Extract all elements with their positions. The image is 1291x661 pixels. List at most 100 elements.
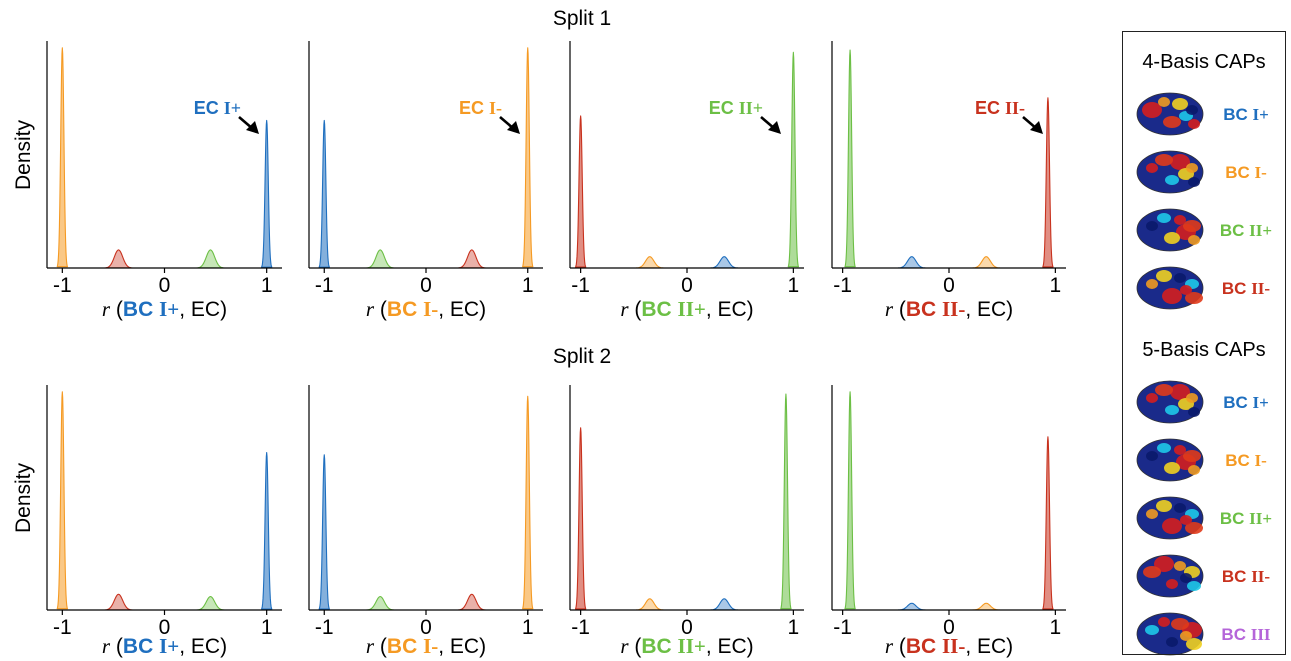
x-tick-label: -1 bbox=[315, 274, 334, 297]
x-axis-label-r: r bbox=[366, 634, 375, 658]
x-axis-label-r: r bbox=[102, 634, 111, 658]
x-axis-label-open: ( bbox=[893, 298, 906, 321]
brain-region bbox=[1142, 102, 1162, 118]
x-tick-label: 0 bbox=[420, 616, 432, 639]
annotation-label: EC I+ bbox=[194, 98, 241, 118]
x-axis-label-r: r bbox=[366, 297, 375, 321]
density-curve bbox=[522, 47, 534, 268]
brain-region bbox=[1158, 617, 1170, 627]
x-tick-label: -1 bbox=[571, 274, 590, 297]
chart-panel: -1 0 1 r (BC I-, EC) bbox=[308, 385, 543, 658]
density-curve bbox=[635, 598, 664, 611]
legend-item-num: II+ bbox=[1249, 221, 1272, 240]
x-tick-label: 1 bbox=[1050, 274, 1062, 297]
brain-region bbox=[1170, 384, 1190, 400]
brain-region bbox=[1146, 279, 1158, 289]
x-axis-label-close: , EC) bbox=[706, 635, 754, 658]
x-tick-label: -1 bbox=[833, 274, 852, 297]
brain-region bbox=[1143, 566, 1161, 578]
x-axis-label-open: ( bbox=[629, 298, 642, 321]
x-tick-label: 1 bbox=[522, 274, 534, 297]
brain-region bbox=[1180, 631, 1192, 641]
brain-region bbox=[1162, 288, 1182, 304]
brain-region bbox=[1146, 451, 1158, 461]
split-title: Split 2 bbox=[553, 345, 611, 368]
brain-outline bbox=[1136, 208, 1204, 252]
x-axis-label-close: , EC) bbox=[438, 298, 486, 321]
brain-outline bbox=[1136, 554, 1204, 598]
legend-item-bc: BC bbox=[1221, 625, 1250, 644]
annotation-label: EC I- bbox=[459, 98, 502, 118]
x-axis-label-bc-num: I- bbox=[423, 634, 438, 658]
annotation-ec: EC bbox=[194, 98, 224, 118]
legend-item-bc: BC bbox=[1223, 105, 1252, 124]
x-axis-label-bc: BC bbox=[123, 635, 159, 658]
x-tick-label: 1 bbox=[522, 616, 534, 639]
brain-region bbox=[1180, 285, 1192, 295]
x-axis-label-bc: BC bbox=[123, 298, 159, 321]
legend-title: 4-Basis CAPs bbox=[1142, 51, 1265, 73]
density-curve bbox=[196, 595, 225, 611]
x-axis-label-bc: BC bbox=[641, 298, 677, 321]
chart-panel: -1 0 1r (BC II-, EC)EC II- bbox=[831, 41, 1066, 321]
density-curve bbox=[844, 391, 856, 610]
density-curve bbox=[318, 119, 330, 268]
x-axis-label-r: r bbox=[102, 297, 111, 321]
x-tick-label: 0 bbox=[681, 274, 693, 297]
brain-region bbox=[1188, 235, 1200, 245]
brain-region bbox=[1174, 445, 1186, 455]
x-axis-label-bc: BC bbox=[641, 635, 677, 658]
y-axis-label: Density bbox=[12, 119, 35, 190]
density-curve bbox=[574, 427, 587, 610]
density-curve bbox=[457, 249, 486, 269]
density-curve bbox=[56, 47, 68, 268]
legend-item-num: I+ bbox=[1252, 393, 1268, 412]
annotation-arrow-head bbox=[246, 121, 259, 134]
legend-item-bc: BC bbox=[1220, 221, 1249, 240]
brain-region bbox=[1166, 637, 1178, 647]
x-axis-label: r (BC I+, EC) bbox=[102, 634, 227, 658]
density-curve bbox=[522, 395, 534, 610]
legend-item-bc: BC bbox=[1220, 509, 1249, 528]
annotation-arrow-head bbox=[507, 121, 520, 134]
x-axis-label-open: ( bbox=[374, 298, 387, 321]
x-axis-label-bc: BC bbox=[387, 298, 423, 321]
x-axis-label-bc-num: I- bbox=[423, 297, 438, 321]
brain-map-icon bbox=[1136, 496, 1204, 540]
density-curve bbox=[844, 49, 856, 268]
chart-panel: -1 0 1 r (BC II-, EC) bbox=[831, 385, 1066, 658]
density-curve bbox=[318, 454, 330, 610]
brain-region bbox=[1172, 98, 1188, 110]
brain-region bbox=[1155, 154, 1173, 166]
density-curve bbox=[1042, 97, 1054, 268]
y-axis-label: Density bbox=[12, 462, 35, 533]
x-tick-label: 1 bbox=[788, 274, 800, 297]
annotation-ec: EC bbox=[709, 98, 739, 118]
brain-region bbox=[1186, 393, 1198, 403]
annotation-num: I+ bbox=[224, 98, 241, 118]
legend-item-bc: BC bbox=[1225, 451, 1254, 470]
density-curve bbox=[710, 598, 739, 611]
x-axis-label-bc: BC bbox=[906, 635, 942, 658]
x-axis-label: r (BC I-, EC) bbox=[366, 297, 486, 321]
brain-region bbox=[1183, 450, 1201, 462]
brain-region bbox=[1188, 119, 1200, 129]
x-axis-label-open: ( bbox=[110, 635, 123, 658]
x-axis-label-r: r bbox=[620, 297, 629, 321]
x-axis-label: r (BC II+, EC) bbox=[620, 297, 753, 321]
x-axis-label-open: ( bbox=[893, 635, 906, 658]
brain-map-icon bbox=[1136, 438, 1204, 482]
brain-region bbox=[1174, 273, 1186, 283]
x-axis-label-bc-num: II+ bbox=[678, 297, 706, 321]
chart-panel: -1 0 1 r (BC II+, EC) bbox=[569, 385, 804, 658]
x-axis-label-bc: BC bbox=[906, 298, 942, 321]
brain-region bbox=[1162, 518, 1182, 534]
legend-item-num: II+ bbox=[1249, 509, 1272, 528]
x-axis-label-close: , EC) bbox=[179, 635, 227, 658]
density-curve bbox=[635, 256, 664, 269]
annotation-label: EC II+ bbox=[709, 98, 763, 118]
annotation-num: II+ bbox=[739, 98, 763, 118]
legend-item-label: BC II- bbox=[1222, 567, 1271, 586]
brain-region bbox=[1170, 154, 1190, 170]
